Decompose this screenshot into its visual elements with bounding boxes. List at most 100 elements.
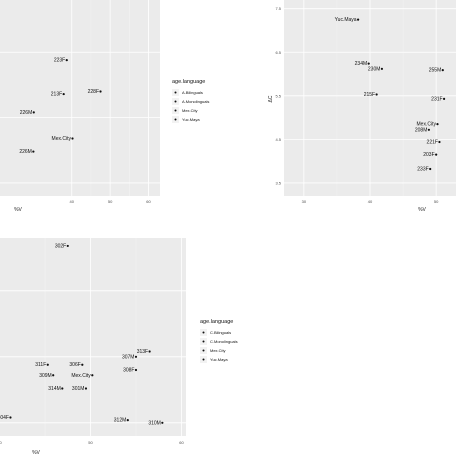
legend-entry: Yuc.Maya	[210, 357, 228, 362]
point-label: 309M	[39, 373, 52, 379]
x-tick-label: 60	[179, 440, 184, 445]
data-point	[436, 123, 439, 126]
legend-marker	[202, 331, 205, 334]
legend-marker	[174, 100, 177, 103]
point-label: 221F	[427, 139, 438, 145]
point-label: Mex.City	[71, 373, 91, 379]
x-axis-title: %V	[418, 207, 426, 213]
legend-title: age.language	[172, 79, 205, 85]
legend-marker	[202, 340, 205, 343]
data-point	[61, 387, 64, 390]
data-point	[46, 363, 49, 366]
data-point	[91, 374, 94, 377]
legend: age.language C.Bilinguals C.Monolinguals Me…	[200, 319, 238, 363]
data-point	[66, 244, 69, 248]
legend-marker	[174, 109, 177, 112]
legend-entry: C.Monolinguals	[210, 339, 238, 344]
legend-entry: C.Bilinguals	[210, 330, 231, 335]
data-point	[32, 111, 35, 114]
y-tick-label: 5.5	[275, 93, 281, 98]
x-tick-label: 30	[302, 199, 307, 204]
legend-entry: Yuc.Maya	[182, 117, 200, 122]
data-point	[367, 62, 370, 65]
legend-marker	[174, 91, 177, 94]
point-label: 228F	[88, 89, 99, 95]
x-tick-label: 40	[368, 199, 373, 204]
data-point	[435, 153, 438, 156]
legend-entry: A.Bilinguals	[182, 90, 203, 95]
data-point	[134, 368, 138, 372]
point-label: 302F	[55, 243, 66, 249]
point-label: 230M	[368, 66, 381, 72]
point-label: Mex.City	[52, 136, 72, 142]
point-label: 306F	[69, 362, 80, 368]
data-point	[161, 421, 164, 424]
legend: age.language A.Bilinguals A.Monolinguals Me…	[172, 79, 209, 123]
point-label: 313F	[137, 349, 148, 355]
x-tick-label: 40	[0, 440, 3, 445]
point-label: 223F	[54, 58, 65, 64]
data-point	[71, 137, 74, 140]
point-label: 215F	[364, 92, 375, 98]
legend-marker	[174, 118, 177, 121]
point-label: 314M	[48, 386, 61, 392]
plot-background	[0, 0, 160, 196]
legend-entry: Mex.City	[182, 108, 198, 113]
legend-marker	[202, 358, 205, 361]
point-label: 233F	[417, 166, 428, 172]
data-point	[148, 350, 151, 353]
data-point	[81, 363, 84, 366]
x-axis-title: %V	[32, 450, 40, 456]
point-label: 255M	[429, 68, 442, 74]
point-label: 308F	[123, 368, 134, 374]
legend-entry: Mex.City	[210, 348, 226, 353]
data-point	[99, 90, 102, 93]
data-point	[62, 92, 65, 96]
data-point	[9, 416, 12, 419]
point-label: 304F	[0, 415, 9, 421]
data-point	[427, 128, 430, 131]
data-point	[442, 97, 446, 100]
point-label: 312M	[114, 418, 127, 424]
legend-marker	[202, 349, 205, 352]
x-axis-title: %V	[14, 207, 22, 213]
plot-background	[0, 238, 186, 436]
data-point	[32, 150, 35, 153]
y-tick-label: 3.5	[275, 180, 281, 185]
point-label: Mex.City	[417, 122, 437, 128]
point-label: 208M	[415, 127, 428, 133]
data-point	[65, 59, 68, 62]
point-label: 226M	[20, 110, 33, 116]
data-point	[126, 419, 129, 422]
point-label: 213F	[51, 92, 62, 98]
data-point	[438, 140, 441, 144]
data-point	[134, 355, 138, 358]
x-tick-label: 40	[70, 199, 75, 204]
point-label: 234M	[355, 61, 368, 67]
x-tick-label: 60	[146, 199, 151, 204]
point-label: 310M	[148, 420, 161, 426]
data-point	[52, 374, 55, 377]
point-label: Yuc.Maya	[335, 17, 357, 23]
x-tick-label: 50	[434, 199, 439, 204]
x-tick-label: 50	[88, 440, 93, 445]
data-point	[356, 18, 360, 21]
chart-panel-2: 30 40 50 7.5 6.5 5.5 4.5 3.5 %V ΔC Yuc.Maya 234M230…	[268, 0, 456, 213]
point-label: 311F	[35, 362, 46, 368]
x-tick-label: 50	[108, 199, 113, 204]
point-label: 226M	[19, 149, 32, 155]
legend-title: age.language	[200, 319, 233, 325]
y-tick-label: 6.5	[275, 50, 281, 55]
point-label: 301M	[72, 386, 85, 392]
data-point	[441, 69, 444, 72]
legend-entry: A.Monolinguals	[182, 99, 209, 104]
y-axis-title: ΔC	[268, 95, 274, 102]
data-point	[429, 167, 432, 171]
data-point	[84, 387, 88, 390]
y-tick-label: 4.5	[275, 137, 281, 142]
point-label: 307M	[122, 354, 135, 360]
y-tick-label: 7.5	[275, 6, 281, 11]
chart-panel-1: 40 50 60 %V 223F 213F 228F 226M Mex.City 226M age.…	[0, 0, 209, 213]
